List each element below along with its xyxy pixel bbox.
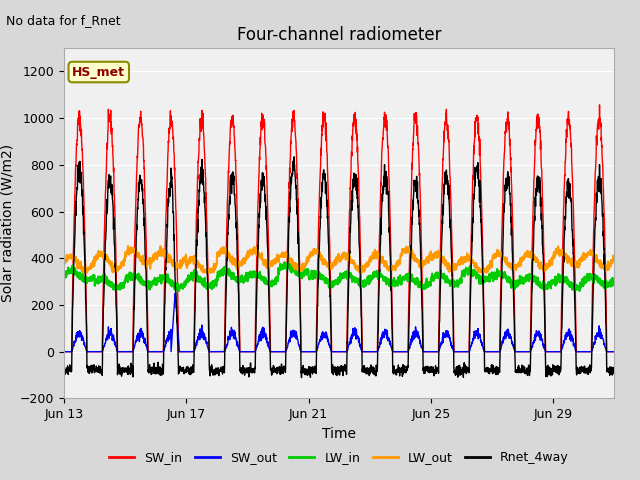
SW_in: [147, 349, 154, 355]
LW_out: [124, 243, 132, 249]
LW_in: [175, 288, 183, 294]
LW_in: [540, 283, 547, 289]
LW_out: [114, 266, 122, 272]
SW_in: [113, 331, 121, 336]
Y-axis label: Solar radiation (W/m2): Solar radiation (W/m2): [1, 144, 14, 302]
LW_in: [113, 286, 121, 291]
SW_in: [611, 349, 618, 355]
Rnet_4way: [147, 368, 154, 373]
Rnet_4way: [611, 367, 618, 372]
SW_in: [356, 257, 364, 263]
SW_in: [60, 349, 68, 355]
SW_out: [182, 349, 190, 355]
SW_out: [540, 342, 547, 348]
LW_in: [281, 259, 289, 265]
LW_out: [611, 256, 618, 262]
LW_in: [357, 281, 365, 287]
LW_in: [60, 271, 68, 276]
LW_out: [60, 258, 68, 264]
Title: Four-channel radiometer: Four-channel radiometer: [237, 25, 442, 44]
LW_in: [260, 278, 268, 284]
LW_out: [260, 259, 268, 264]
Text: HS_met: HS_met: [72, 66, 125, 79]
SW_in: [540, 219, 547, 225]
Line: LW_in: LW_in: [64, 262, 614, 291]
LW_out: [182, 262, 190, 268]
Line: SW_in: SW_in: [64, 105, 614, 352]
LW_in: [611, 277, 618, 283]
LW_out: [540, 266, 547, 272]
Rnet_4way: [290, 154, 298, 160]
Rnet_4way: [60, 368, 68, 373]
LW_out: [147, 260, 155, 265]
SW_in: [260, 124, 268, 130]
Rnet_4way: [260, 178, 268, 183]
Line: Rnet_4way: Rnet_4way: [64, 157, 614, 378]
Rnet_4way: [182, 369, 190, 374]
SW_out: [172, 290, 179, 296]
Text: No data for f_Rnet: No data for f_Rnet: [6, 14, 121, 27]
X-axis label: Time: Time: [322, 427, 356, 441]
SW_out: [611, 349, 618, 355]
LW_in: [182, 278, 190, 284]
SW_in: [596, 102, 604, 108]
LW_out: [357, 265, 365, 271]
Rnet_4way: [113, 353, 121, 359]
SW_in: [182, 349, 190, 355]
Rnet_4way: [357, 300, 365, 305]
LW_out: [80, 269, 88, 275]
Rnet_4way: [540, 277, 547, 283]
Rnet_4way: [298, 375, 305, 381]
LW_in: [147, 282, 154, 288]
SW_out: [147, 349, 154, 355]
Line: LW_out: LW_out: [64, 246, 614, 272]
SW_out: [60, 349, 68, 355]
Line: SW_out: SW_out: [64, 293, 614, 352]
SW_out: [260, 334, 268, 340]
Legend: SW_in, SW_out, LW_in, LW_out, Rnet_4way: SW_in, SW_out, LW_in, LW_out, Rnet_4way: [104, 446, 574, 469]
SW_out: [357, 345, 365, 351]
SW_out: [113, 348, 121, 354]
